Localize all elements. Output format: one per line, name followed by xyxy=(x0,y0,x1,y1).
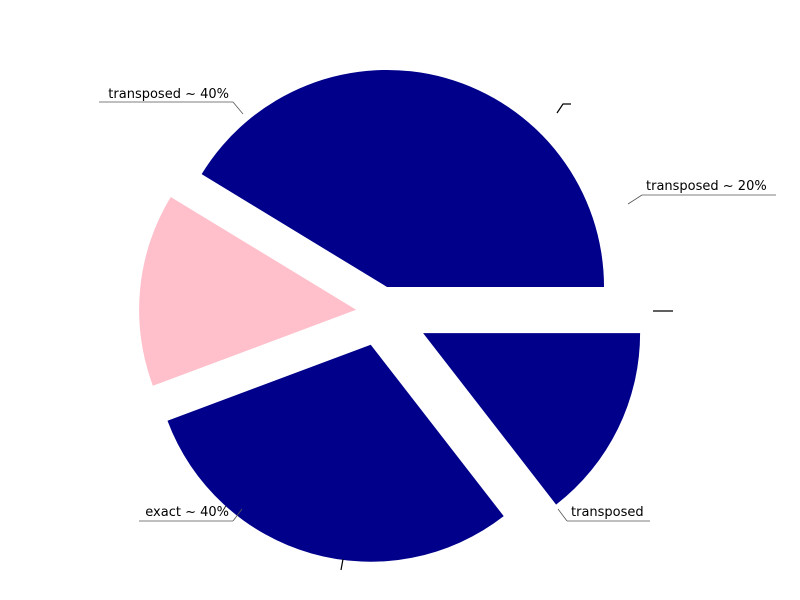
edge-mark-1 xyxy=(556,103,571,114)
pie-slice-3 xyxy=(139,196,357,386)
edge-mark-3 xyxy=(340,558,344,571)
pie-slices xyxy=(139,69,641,562)
pie-slice-2 xyxy=(167,344,504,562)
slice-label-group-3: exact ~ 40% xyxy=(139,505,243,522)
label-leader-4 xyxy=(232,101,244,115)
slice-label-group-4: transposed ~ 40% xyxy=(99,87,244,115)
slice-label-3: exact ~ 40% xyxy=(145,505,229,520)
pie-labels: transposed ~ 20% transposed exact ~ 40% tra… xyxy=(99,87,776,522)
slice-label-group-2: transposed xyxy=(557,505,650,522)
label-leader-1 xyxy=(627,194,643,205)
slice-label-1: transposed ~ 20% xyxy=(646,179,767,194)
slice-label-2: transposed xyxy=(571,505,644,520)
slice-edge-marks xyxy=(340,103,673,571)
label-leader-3 xyxy=(232,508,243,522)
slice-label-4: transposed ~ 40% xyxy=(108,87,229,102)
pie-slice-1 xyxy=(423,333,641,505)
pie-slice-4 xyxy=(201,69,605,287)
label-leader-2 xyxy=(557,508,568,522)
slice-label-group-1: transposed ~ 20% xyxy=(627,179,776,205)
